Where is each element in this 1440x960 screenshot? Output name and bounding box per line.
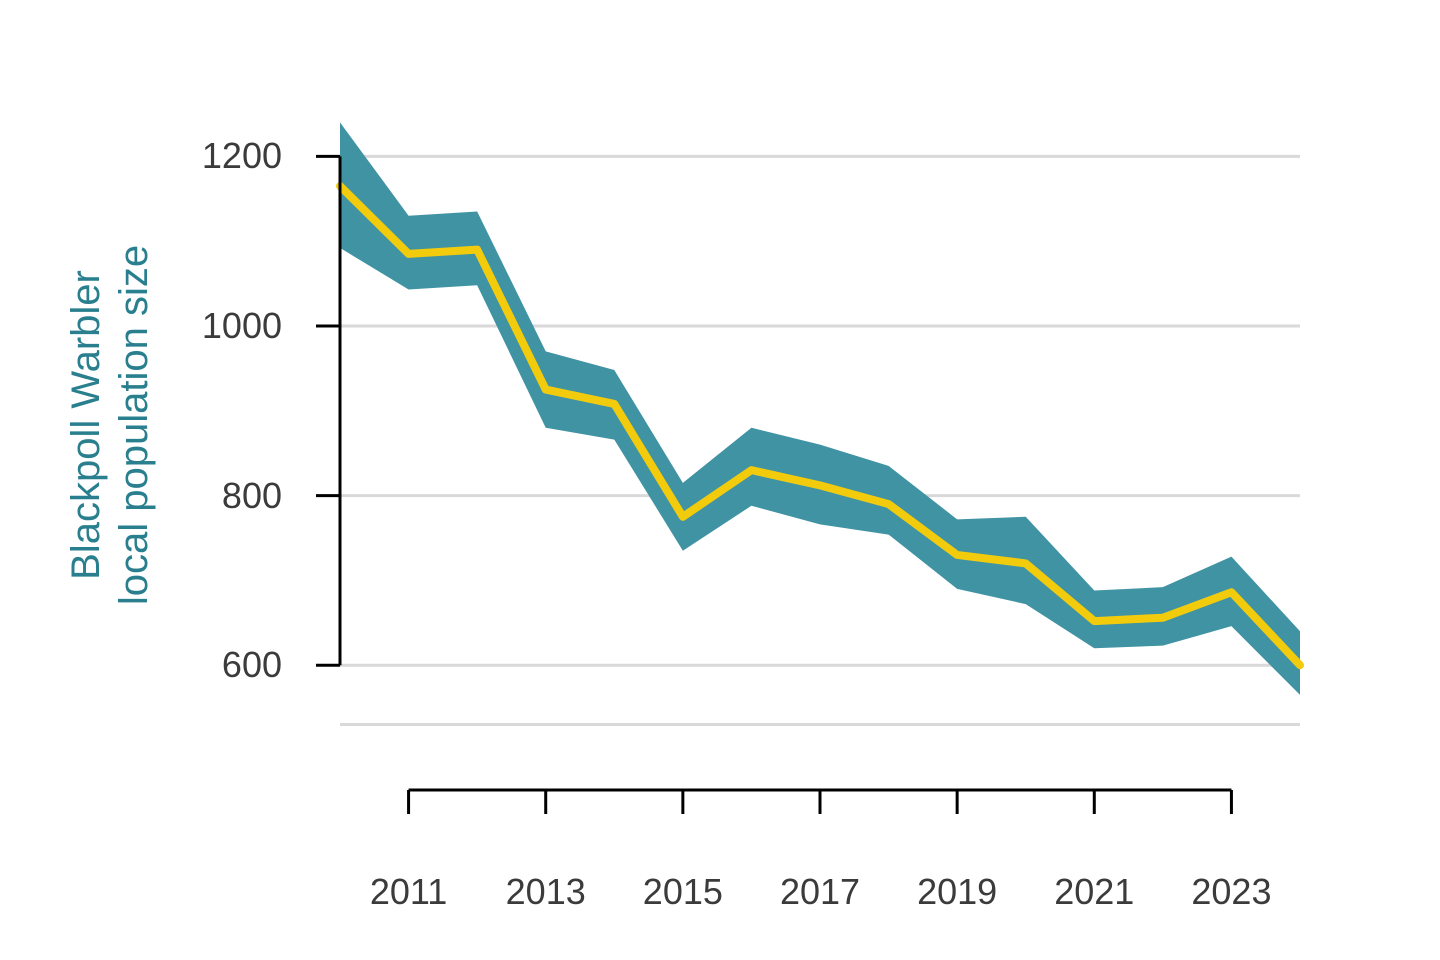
y-axis-label: Blackpoll Warbler local population size <box>62 245 158 605</box>
y-axis-label-line2: local population size <box>110 245 158 605</box>
chart-container: Blackpoll Warbler local population size … <box>0 0 1440 960</box>
y-axis-label-line1: Blackpoll Warbler <box>62 245 110 605</box>
y-tick-label: 1000 <box>202 305 282 347</box>
y-tick-label: 800 <box>222 475 282 517</box>
x-tick-label: 2019 <box>917 871 997 913</box>
x-tick-label: 2011 <box>370 871 447 913</box>
x-tick-label: 2017 <box>780 871 860 913</box>
y-tick-label: 1200 <box>202 135 282 177</box>
x-tick-label: 2021 <box>1054 871 1134 913</box>
x-tick-label: 2013 <box>506 871 586 913</box>
x-tick-label: 2023 <box>1191 871 1271 913</box>
y-tick-label: 600 <box>222 644 282 686</box>
x-tick-label: 2015 <box>643 871 723 913</box>
